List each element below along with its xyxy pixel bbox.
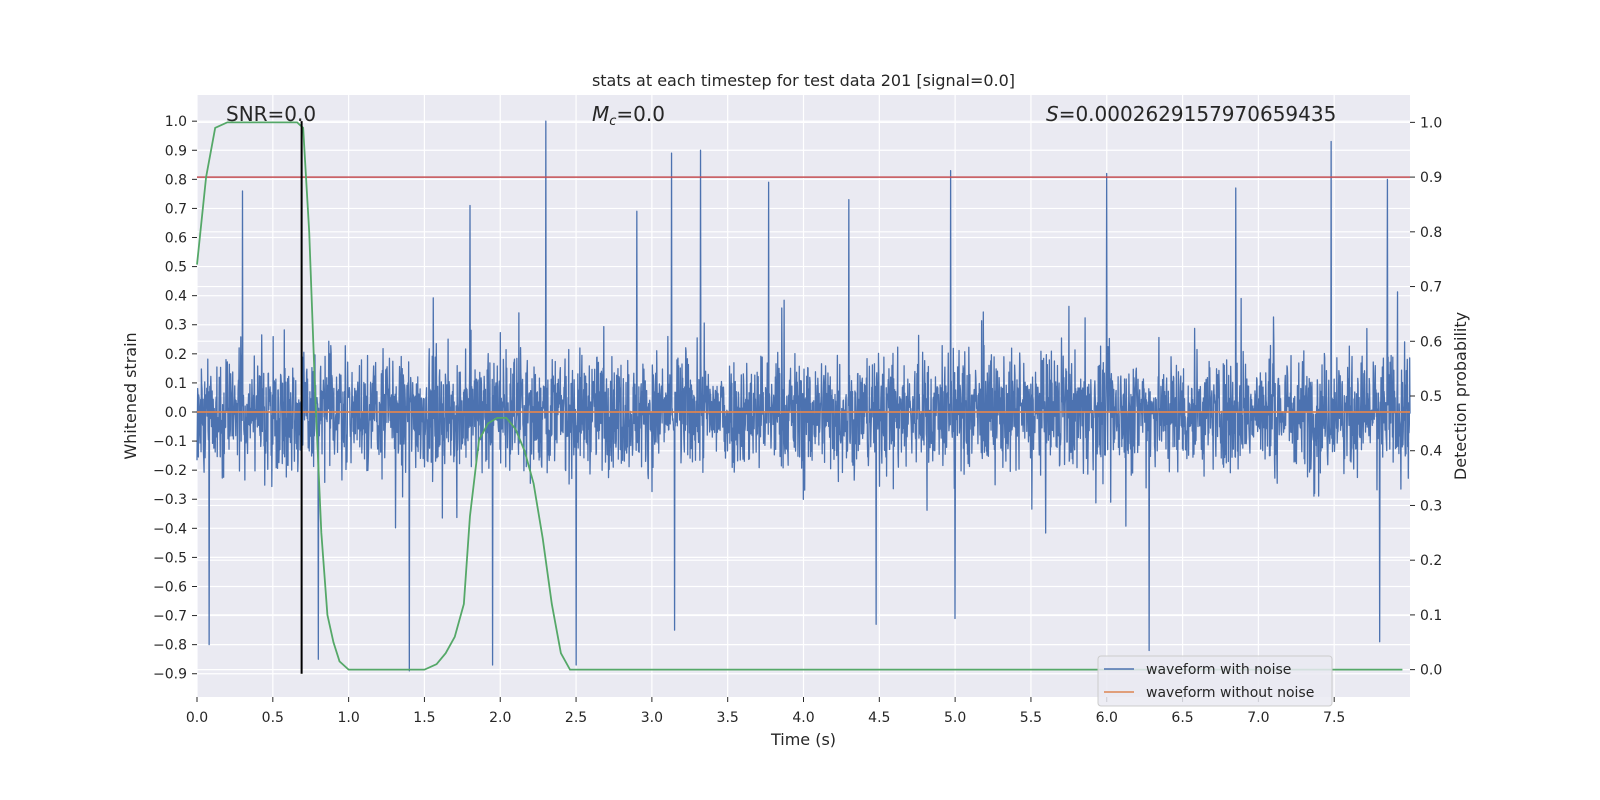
y-right-tick-label: 0.1	[1420, 608, 1442, 624]
y-axis-right: 0.0 0.1 0.2 0.3 0.4 0.5 0.6 0.7 0.8 0.9 1.0	[1410, 115, 1442, 679]
x-tick-label: 2.5	[565, 710, 587, 726]
x-tick-label: 3.0	[641, 710, 663, 726]
s-symbol: S	[1046, 102, 1059, 126]
y-right-tick-label: 0.3	[1420, 498, 1442, 514]
y-right-tick-label: 0.2	[1420, 553, 1442, 569]
series-waveform-with-noise	[196, 120, 1411, 672]
y-right-tick-label: 0.4	[1420, 444, 1442, 460]
y-tick-label: 0.0	[165, 405, 187, 421]
y-tick-label: −0.1	[153, 434, 187, 450]
legend: waveform with noise waveform without noi…	[1097, 655, 1333, 707]
x-tick-label: 6.0	[1096, 710, 1118, 726]
chirp-mass-subscript: c	[609, 114, 616, 129]
y-right-tick-label: 1.0	[1420, 115, 1442, 131]
x-axis: 0.0 0.5 1.0 1.5 2.0 2.5 3.0 3.5 4.0 4.5 5.0 5.5 6.0 6…	[186, 697, 1345, 726]
chirp-mass-value: =0.0	[616, 102, 665, 126]
y-tick-label: 0.1	[165, 376, 187, 392]
x-tick-label: 7.0	[1247, 710, 1269, 726]
x-tick-label: 3.5	[717, 710, 739, 726]
s-statistic-annotation: S=0.0002629157970659435	[1046, 102, 1336, 126]
chirp-mass-annotation: Mc=0.0	[592, 102, 665, 129]
y-tick-label: 0.2	[165, 347, 187, 363]
chart-title: stats at each timestep for test data 201…	[592, 71, 1015, 90]
y-tick-label: 0.5	[165, 260, 187, 276]
x-tick-label: 6.5	[1171, 710, 1193, 726]
y-right-tick-label: 0.9	[1420, 170, 1442, 186]
y-tick-label: 0.4	[165, 289, 187, 305]
y-tick-label: −0.3	[153, 492, 187, 508]
x-tick-label: 2.0	[489, 710, 511, 726]
chirp-mass-symbol: M	[592, 102, 609, 126]
x-axis-title: Time (s)	[770, 730, 836, 749]
y-axis-left-title: Whitened strain	[121, 332, 140, 459]
x-tick-label: 1.0	[337, 710, 359, 726]
y-tick-label: 0.9	[165, 143, 187, 159]
y-right-tick-label: 0.6	[1420, 334, 1442, 350]
y-tick-label: −0.5	[153, 550, 187, 566]
y-axis-right-title: Detection probability	[1451, 312, 1470, 480]
y-tick-label: −0.8	[153, 638, 187, 654]
x-tick-label: 5.0	[944, 710, 966, 726]
snr-annotation: SNR=0.0	[226, 102, 316, 126]
x-tick-label: 7.5	[1323, 710, 1345, 726]
legend-label-noise: waveform with noise	[1146, 662, 1291, 678]
series-detection-probability	[196, 121, 1403, 671]
y-tick-label: 0.7	[165, 201, 187, 217]
y-tick-label: −0.6	[153, 579, 187, 595]
x-tick-label: 5.5	[1020, 710, 1042, 726]
legend-box	[1097, 655, 1333, 707]
y-right-tick-label: 0.5	[1420, 389, 1442, 405]
x-tick-label: 1.5	[413, 710, 435, 726]
y-tick-label: 0.3	[165, 318, 187, 334]
legend-label-clean: waveform without noise	[1146, 685, 1314, 701]
x-tick-label: 0.0	[186, 710, 208, 726]
y-tick-label: −0.2	[153, 463, 187, 479]
plot-area: SNR=0.0 Mc=0.0 S=0.0002629157970659435	[196, 95, 1411, 697]
y-tick-label: −0.7	[153, 609, 187, 625]
series-layer	[196, 120, 1411, 674]
y-right-tick-label: 0.0	[1420, 663, 1442, 679]
y-tick-label: −0.9	[153, 667, 187, 683]
x-tick-label: 4.5	[868, 710, 890, 726]
annotations: SNR=0.0 Mc=0.0 S=0.0002629157970659435	[226, 102, 1336, 129]
y-right-tick-label: 0.7	[1420, 280, 1442, 296]
y-tick-label: −0.4	[153, 521, 187, 537]
y-tick-label: 0.8	[165, 172, 187, 188]
x-tick-label: 4.0	[792, 710, 814, 726]
y-tick-label: 0.6	[165, 231, 187, 247]
y-axis-left: −0.9 −0.8 −0.7 −0.6 −0.5 −0.4 −0.3 −0.2 −0.1 0.0 0…	[153, 114, 197, 683]
x-tick-label: 0.5	[262, 710, 284, 726]
y-right-tick-label: 0.8	[1420, 225, 1442, 241]
s-value: =0.0002629157970659435	[1059, 102, 1337, 126]
y-tick-label: 1.0	[165, 114, 187, 130]
